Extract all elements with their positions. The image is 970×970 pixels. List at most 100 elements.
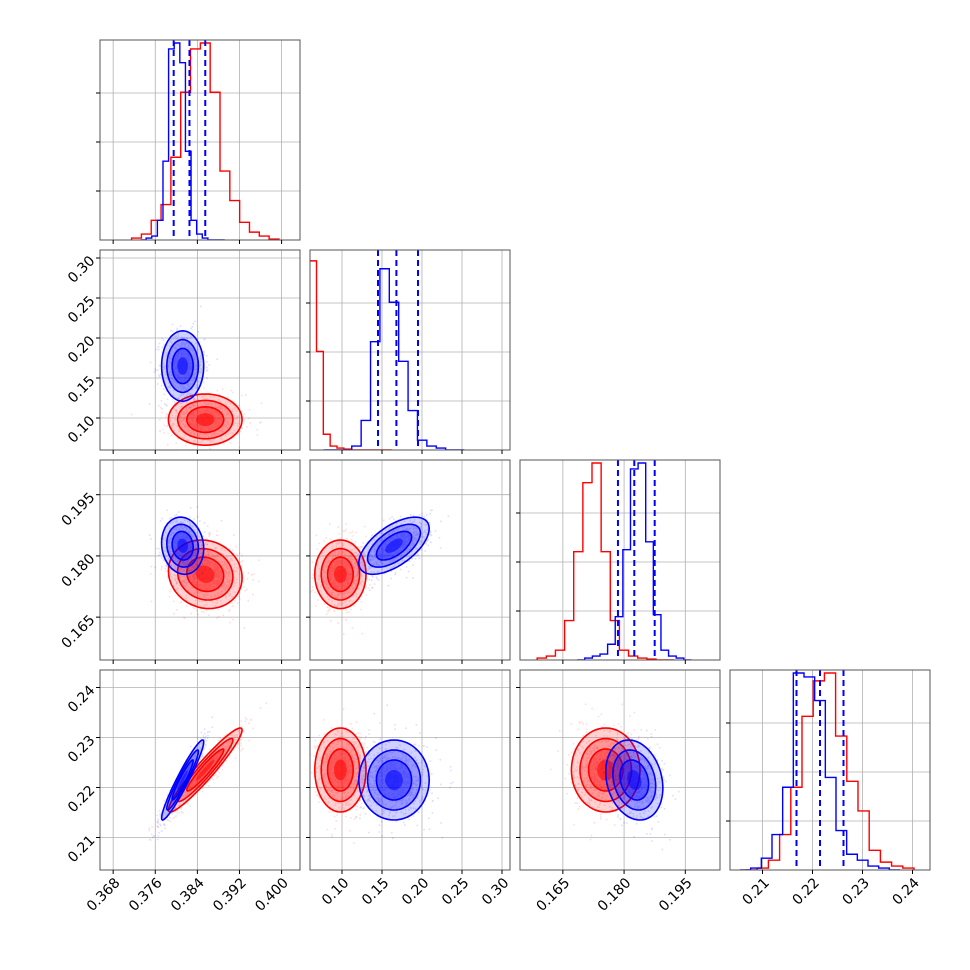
x-tick-label-0-1: 0.376 [126,875,166,915]
contour-blue-3-0-1 [165,749,200,811]
x-tick-label-3-1: 0.22 [790,875,823,908]
contour-blue-3-1-2 [375,759,413,801]
panel-2-1 [306,459,511,664]
y-tick-label-3-3: 0.24 [65,682,98,715]
contour-red-3-2-0 [570,727,641,813]
panel-frame-2-0 [99,459,301,661]
panel-content-2-0 [100,460,300,660]
contour-blue-2-1-1 [366,523,422,568]
panel-content-0-0 [100,40,300,240]
contour-blue-3-1-0 [357,739,431,821]
contour-blue-3-2-1 [612,749,657,811]
contour-red-2-0-1 [176,547,234,601]
density-fill-blue-2-1-3 [385,538,403,553]
y-tick-label-2-0: 0.165 [59,612,99,652]
x-tick-label-1-2: 0.20 [399,875,432,908]
y-tick-label-1-0: 0.10 [65,413,98,446]
panel-3-2: 0.165 0.180 0.195 [516,669,721,915]
density-fill-red-1-0-3 [196,413,215,426]
x-tick-label-2-0: 0.165 [534,875,574,915]
contour-blue-3-0-2 [171,759,195,801]
contour-blue-2-1-0 [357,516,431,576]
contour-red-3-1-2 [326,748,355,792]
contour-red-1-0-0 [167,393,243,447]
y-tick-label-2-1: 0.180 [59,551,99,591]
contour-blue-3-1-1 [366,749,422,811]
contour-red-2-1-1 [320,547,361,601]
density-fill-red-3-1-3 [334,759,347,781]
scatter-blue-3-2 [588,729,680,851]
y-tick-label-1-4: 0.30 [65,253,98,286]
panel-content-1-0 [100,250,300,450]
histogram-red-2 [536,462,675,660]
density-fill-blue-3-1-3 [385,770,403,790]
histogram-blue-1 [323,268,465,450]
x-tick-label-2-1: 0.180 [595,875,635,915]
contour-blue-1-0-2 [171,347,195,385]
x-tick-label-1-0: 0.10 [319,875,352,908]
panel-frame-2-2 [519,459,721,661]
panel-frame-1-0 [99,249,301,451]
x-tick-label-0-4: 0.400 [252,875,292,915]
panel-frame-3-0 [99,669,301,871]
contour-red-3-1-0 [313,727,367,813]
x-tick-label-0-3: 0.392 [210,875,250,915]
density-fill-blue-2-0-3 [177,538,188,553]
scatter-blue-2-1 [330,509,450,596]
x-tick-label-1-1: 0.15 [359,875,392,908]
contour-blue-2-0-1 [165,523,200,568]
density-fill-red-2-1-3 [334,565,347,583]
contour-red-3-2-2 [587,748,624,792]
histogram-red-3 [746,672,915,870]
contour-red-1-0-1 [176,399,234,440]
contour-red-1-0-2 [185,405,225,434]
contour-blue-2-1-2 [375,530,413,561]
panel-content-1-1 [310,250,510,450]
scatter-red-3-1 [310,708,380,844]
x-tick-label-3-3: 0.24 [890,875,923,908]
density-fill-blue-3-0-3 [177,770,188,790]
histogram-red-1 [310,258,392,450]
panel-3-1: 0.10 0.15 0.20 0.25 0.30 [306,669,512,908]
contour-red-3-0-2 [185,748,225,792]
panel-3-3: 0.21 0.22 0.23 0.24 [726,669,931,908]
x-tick-label-1-4: 0.30 [479,875,512,908]
panel-1-1 [306,249,511,454]
contour-blue-1-0-0 [160,329,205,403]
panel-1-0: 0.10 0.15 0.20 0.25 0.30 [65,249,301,454]
panel-frame-3-1 [309,669,511,871]
density-fill-red-2-0-3 [196,565,215,583]
panel-frame-3-2 [519,669,721,871]
panel-frame-3-3 [729,669,931,871]
panel-frame-0-0 [99,39,301,241]
contour-blue-2-0-0 [160,516,205,576]
contour-red-2-0-0 [167,539,243,610]
contour-blue-2-0-2 [171,530,195,561]
panel-content-2-2 [520,460,720,660]
panel-frame-1-1 [309,249,511,451]
panel-3-0: 0.21 0.22 0.23 0.24 0.368 0.376 0.384 0.392 0.40… [65,669,301,915]
density-fill-blue-1-0-3 [177,357,188,375]
x-tick-label-3-2: 0.23 [840,875,873,908]
y-tick-label-3-2: 0.23 [65,733,98,766]
panel-2-2 [516,459,721,664]
panel-content-3-1 [310,670,510,870]
panel-frame-2-1 [309,459,511,661]
density-fill-red-3-0-3 [196,759,215,781]
panel-0-0 [96,39,301,244]
contour-red-2-0-2 [185,556,225,593]
y-tick-label-2-2: 0.195 [59,490,99,530]
panel-content-2-1 [310,460,510,660]
y-tick-label-3-1: 0.22 [65,783,98,816]
panel-content-3-0 [100,670,300,870]
contour-red-2-1-2 [326,556,355,593]
density-fill-blue-3-2-3 [627,770,642,790]
contour-red-2-1-0 [313,539,367,610]
contour-red-3-1-1 [320,737,361,803]
x-tick-label-1-3: 0.25 [439,875,472,908]
contour-blue-3-2-0 [604,739,664,821]
contour-blue-3-0-0 [160,739,205,821]
y-tick-label-3-0: 0.21 [65,833,98,866]
x-tick-label-0-2: 0.384 [168,875,208,915]
x-tick-label-3-0: 0.21 [740,875,773,908]
